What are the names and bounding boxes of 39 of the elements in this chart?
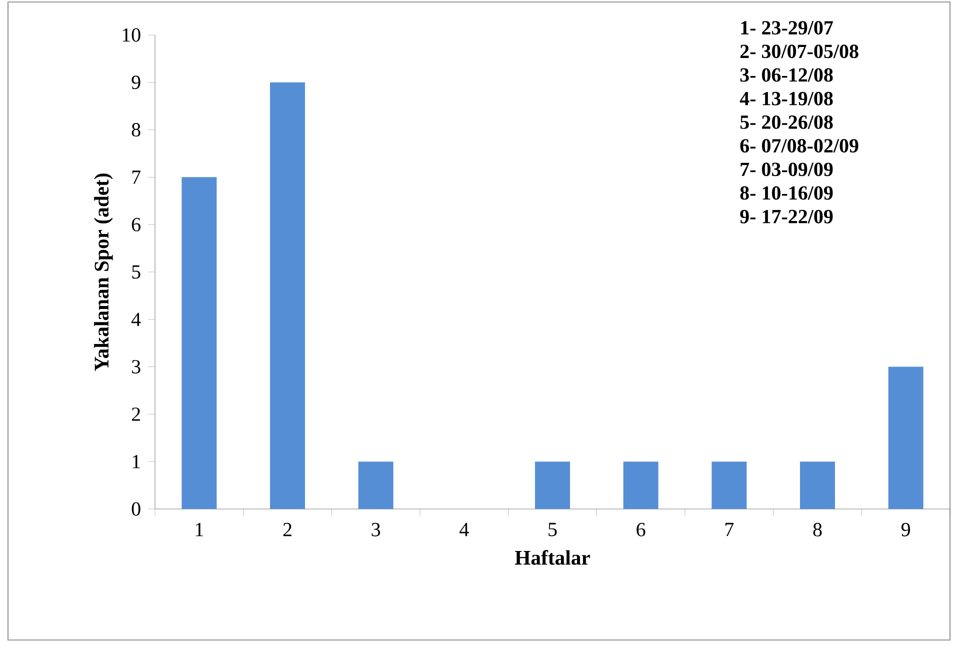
bar <box>800 462 835 509</box>
annotation: 6- 07/08-02/09 <box>740 139 858 153</box>
y-tick-label: 9 <box>132 76 140 90</box>
bar <box>182 177 217 509</box>
x-tick-label: 1 <box>196 522 203 536</box>
bar <box>535 462 570 509</box>
y-tick-label: 7 <box>132 170 140 184</box>
annotation: 5- 20-26/08 <box>740 115 833 129</box>
x-tick-label: 5 <box>548 522 557 536</box>
bar <box>888 366 924 509</box>
y-tick-label: 2 <box>132 408 140 421</box>
x-tick-label: 2 <box>283 522 292 536</box>
annotation: 9- 17-22/09 <box>740 210 833 224</box>
y-axis-title: Yakalanan Spor (adet) <box>94 174 113 371</box>
bar <box>358 462 394 509</box>
y-tick-label: 3 <box>132 360 140 374</box>
annotation: 2- 30/07-05/08 <box>740 44 858 58</box>
x-tick-label: 7 <box>725 522 734 536</box>
annotation: 3- 06-12/08 <box>740 68 833 82</box>
y-tick-label: 8 <box>132 123 140 137</box>
x-tick-label: 8 <box>813 522 822 536</box>
x-tick-label: 3 <box>372 522 380 536</box>
y-tick-label: 4 <box>131 312 141 326</box>
bar <box>712 462 747 509</box>
annotation: 7- 03-09/09 <box>740 162 833 176</box>
x-tick-label: 6 <box>636 522 646 536</box>
annotation: 8- 10-16/09 <box>740 186 833 200</box>
annotation: 4- 13-19/08 <box>740 92 833 106</box>
x-tick-label: 9 <box>901 522 910 536</box>
y-tick-label: 0 <box>132 502 140 516</box>
bar <box>623 462 658 509</box>
text: 1- 23-29/07 <box>741 21 833 35</box>
y-tick-label: 1 <box>132 454 140 468</box>
y-tick-label: 10 <box>122 28 140 42</box>
x-axis-title: Haftalar <box>514 550 590 565</box>
x-tick-label: 4 <box>460 522 469 536</box>
y-tick-label: 6 <box>132 218 140 232</box>
y-tick-label: 5 <box>132 265 140 279</box>
bar <box>270 82 306 509</box>
